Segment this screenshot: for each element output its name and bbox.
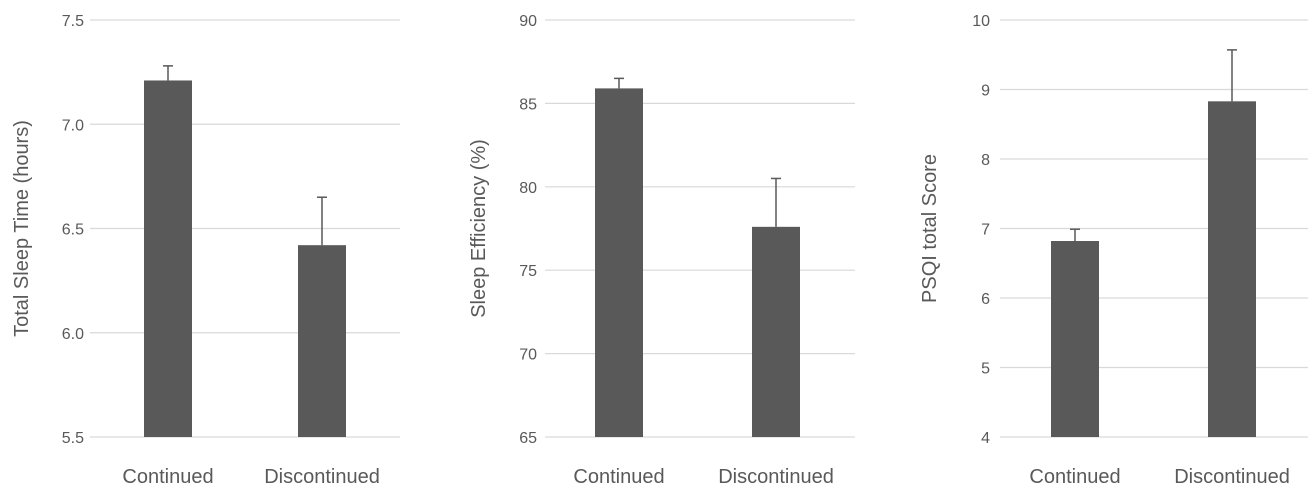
chart-panel-2: 65 70 75 80 85 90 Sleep Efficiency (%) Continue… xyxy=(468,13,855,488)
y-tick-label: 90 xyxy=(519,13,537,30)
chart-panel-1: 5.5 6.0 6.5 7.0 7.5 Total Sleep Time (hours) C… xyxy=(11,13,400,488)
x-tick-label-discontinued: Discontinued xyxy=(1174,466,1290,488)
x-tick-label-continued: Continued xyxy=(122,466,213,488)
bar-continued xyxy=(1051,241,1099,437)
chart-panel-3: 4 5 6 7 8 9 10 PSQI total Score Continued Discont… xyxy=(919,13,1308,488)
bar-continued xyxy=(595,88,643,437)
y-tick-label: 5 xyxy=(981,361,990,378)
y-axis-label: PSQI total Score xyxy=(919,154,941,303)
y-tick-label: 10 xyxy=(972,13,990,30)
y-tick-label: 6.0 xyxy=(62,326,84,343)
y-tick-label: 80 xyxy=(519,180,537,197)
y-tick-label: 7.5 xyxy=(62,13,84,30)
y-tick-label: 9 xyxy=(981,83,990,100)
y-tick-label: 65 xyxy=(519,430,537,447)
bar-discontinued xyxy=(298,245,346,437)
y-tick-label: 4 xyxy=(981,430,990,447)
x-tick-label-discontinued: Discontinued xyxy=(264,466,380,488)
x-tick-label-discontinued: Discontinued xyxy=(718,466,834,488)
bar-continued xyxy=(144,80,192,437)
y-tick-label: 6.5 xyxy=(62,222,84,239)
bar-discontinued xyxy=(1208,101,1256,437)
y-tick-label: 6 xyxy=(981,291,990,308)
y-axis-label: Total Sleep Time (hours) xyxy=(11,120,33,337)
y-axis-label: Sleep Efficiency (%) xyxy=(468,139,490,318)
y-tick-label: 7.0 xyxy=(62,117,84,134)
y-tick-label: 70 xyxy=(519,347,537,364)
y-tick-label: 7 xyxy=(981,222,990,239)
y-tick-label: 8 xyxy=(981,152,990,169)
y-tick-label: 85 xyxy=(519,96,537,113)
bar-discontinued xyxy=(752,226,800,437)
x-tick-label-continued: Continued xyxy=(573,466,664,488)
y-tick-label: 75 xyxy=(519,263,537,280)
y-tick-label: 5.5 xyxy=(62,430,84,447)
x-tick-label-continued: Continued xyxy=(1029,466,1120,488)
